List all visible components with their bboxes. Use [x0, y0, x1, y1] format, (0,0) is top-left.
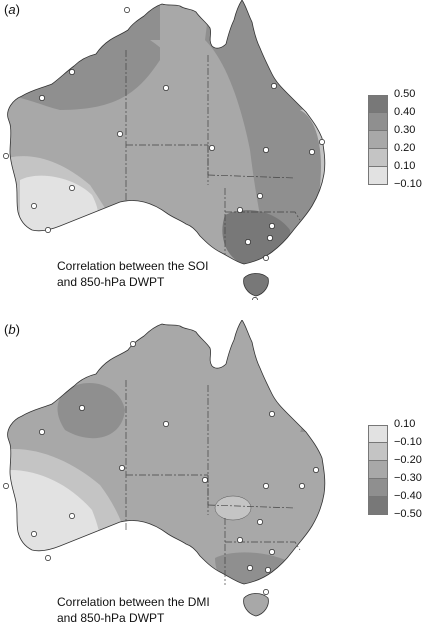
tasmania — [243, 593, 269, 617]
station-marker-icon — [237, 537, 243, 543]
station-marker-icon — [3, 483, 9, 489]
legend-swatch — [368, 497, 388, 515]
a-legend-row: 0.40 — [368, 106, 426, 131]
station-marker-icon — [119, 465, 125, 471]
legend-swatch — [368, 167, 388, 185]
station-marker-icon — [257, 519, 263, 525]
tasmania — [243, 273, 269, 297]
station-marker-icon — [263, 483, 269, 489]
legend-value: −0.10 — [394, 178, 422, 190]
legend-swatch — [368, 425, 388, 443]
caption-a-line2: and 850-hPa DWPT — [57, 275, 165, 289]
station-marker-icon — [163, 421, 169, 427]
legend-swatch — [368, 149, 388, 167]
station-marker-icon — [130, 341, 136, 347]
legend-value: 0.50 — [394, 88, 416, 100]
station-marker-icon — [209, 145, 215, 151]
station-marker-icon — [313, 467, 319, 473]
station-marker-icon — [202, 477, 208, 483]
legend-value: −0.50 — [394, 508, 422, 520]
legend-swatch — [368, 461, 388, 479]
b-legend-row: −0.40 — [368, 490, 426, 515]
caption-b-line2: and 850-hPa DWPT — [57, 611, 165, 625]
legend-value: 0.20 — [394, 142, 416, 154]
legend-value: −0.40 — [394, 490, 422, 502]
map-b-shading — [7, 320, 325, 584]
legend-swatch — [368, 131, 388, 149]
legend-value: 0.10 — [394, 418, 416, 430]
station-marker-icon — [124, 7, 130, 13]
caption-b: Correlation between the DMI and 850-hPa … — [57, 594, 210, 626]
station-marker-icon — [79, 405, 85, 411]
station-marker-icon — [3, 153, 9, 159]
station-marker-icon — [31, 203, 37, 209]
legend-a: 0.50 0.40 0.30 0.20 0.10 −0.10 — [368, 88, 426, 190]
legend-b: 0.10 −0.10 −0.20 −0.30 −0.40 −0.50 — [368, 418, 426, 520]
station-marker-icon — [263, 147, 269, 153]
station-marker-icon — [319, 139, 325, 145]
station-marker-icon — [299, 483, 305, 489]
station-marker-icon — [45, 227, 51, 233]
state-borders-a — [125, 50, 301, 255]
legend-swatch — [368, 443, 388, 461]
station-marker-icon — [31, 531, 37, 537]
station-marker-icon — [257, 193, 263, 199]
station-marker-icon — [271, 83, 277, 89]
b-legend-row: −0.30 — [368, 472, 426, 497]
station-marker-icon — [163, 85, 169, 91]
caption-b-line1: Correlation between the DMI — [57, 595, 210, 609]
legend-swatch — [368, 479, 388, 497]
station-marker-icon — [267, 235, 273, 241]
legend-value: −0.30 — [394, 472, 422, 484]
legend-value: 0.30 — [394, 124, 416, 136]
panel-a-label: (a) — [4, 2, 20, 17]
station-marker-icon — [269, 223, 275, 229]
a-legend-row: 0.50 — [368, 88, 426, 113]
map-b — [3, 320, 326, 617]
station-marker-icon — [247, 565, 253, 571]
station-marker-icon — [117, 131, 123, 137]
station-marker-icon — [69, 513, 75, 519]
b-legend-row: 0.10 — [368, 418, 426, 443]
caption-a-line1: Correlation between the SOI — [57, 259, 209, 273]
station-marker-icon — [309, 149, 315, 155]
b-legend-row: −0.20 — [368, 454, 426, 479]
station-marker-icon — [237, 207, 243, 213]
station-marker-icon — [269, 411, 275, 417]
stations-b — [3, 341, 319, 595]
caption-a: Correlation between the SOI and 850-hPa … — [57, 258, 208, 290]
station-marker-icon — [69, 185, 75, 191]
station-marker-icon — [263, 589, 269, 595]
panel-b-label: (b) — [4, 322, 20, 337]
panel-a: (a) 0.50 0.40 — [3, 0, 426, 300]
legend-value: −0.10 — [394, 436, 422, 448]
legend-value: 0.10 — [394, 160, 416, 172]
station-marker-icon — [269, 549, 275, 555]
legend-swatch — [368, 95, 388, 113]
map-a — [3, 0, 326, 300]
stations-a — [3, 7, 325, 300]
station-marker-icon — [39, 95, 45, 101]
legend-swatch — [368, 113, 388, 131]
a-legend-row: 0.20 — [368, 142, 426, 167]
legend-value: 0.40 — [394, 106, 416, 118]
station-marker-icon — [252, 297, 258, 300]
state-borders-b — [125, 380, 301, 585]
station-marker-icon — [39, 429, 45, 435]
station-marker-icon — [69, 69, 75, 75]
station-marker-icon — [45, 555, 51, 561]
station-marker-icon — [265, 567, 271, 573]
station-marker-icon — [245, 239, 251, 245]
panel-b: (b) 0.10 −0.10 −0.2 — [0, 320, 426, 639]
map-a-shading — [7, 0, 325, 264]
a-legend-row: 0.10 — [368, 160, 426, 185]
a-legend-row: 0.30 — [368, 124, 426, 149]
b-legend-row: −0.10 — [368, 436, 426, 461]
legend-value: −0.20 — [394, 454, 422, 466]
station-marker-icon — [263, 255, 269, 261]
